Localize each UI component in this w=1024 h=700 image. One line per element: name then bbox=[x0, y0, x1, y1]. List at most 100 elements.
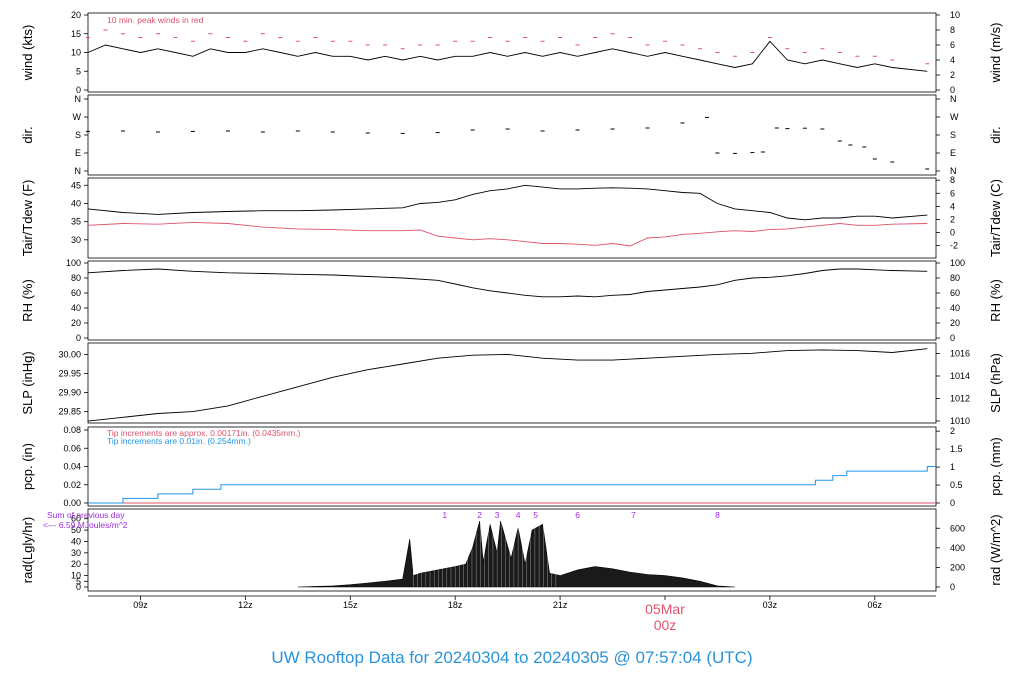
y-tick-label-right: 2 bbox=[950, 70, 955, 80]
radiation-area bbox=[297, 520, 735, 588]
y-tick-label-right: W bbox=[950, 112, 959, 122]
radiation-marker: 1 bbox=[442, 510, 447, 520]
y-tick-label-left: 29.85 bbox=[58, 407, 81, 417]
y-tick-label-left: 40 bbox=[71, 303, 81, 313]
y-tick-label-right: 2 bbox=[950, 426, 955, 436]
y-tick-label-left: 0 bbox=[76, 582, 81, 592]
radiation-marker: 6 bbox=[575, 510, 580, 520]
panel-frame bbox=[87, 94, 937, 176]
y-tick-label-left: 80 bbox=[71, 273, 81, 283]
y-tick-label-left: N bbox=[75, 166, 82, 176]
wind-series-line bbox=[87, 40, 928, 72]
y-axis-label-left: pcp. (in) bbox=[20, 443, 35, 490]
prev-day-annotation-1: Sum of previous day bbox=[47, 510, 125, 520]
y-tick-label-left: 40 bbox=[71, 536, 81, 546]
y-axis-label-left: SLP (inHg) bbox=[20, 351, 35, 414]
panel-frame bbox=[87, 12, 937, 93]
panel-frame bbox=[87, 342, 937, 424]
y-tick-label-left: 10 bbox=[71, 48, 81, 58]
y-tick-label-right: 6 bbox=[950, 40, 955, 50]
x-tick-label: 18z bbox=[448, 600, 463, 610]
y-axis-label-right: SLP (hPa) bbox=[988, 353, 1003, 413]
y-tick-label-right: N bbox=[950, 94, 957, 104]
prev-day-annotation-2: <--- 6.59 MJoules/m^2 bbox=[43, 520, 128, 530]
y-tick-label-right: 4 bbox=[950, 55, 955, 65]
y-tick-label-left: N bbox=[75, 94, 82, 104]
y-tick-label-right: 0.5 bbox=[950, 480, 963, 490]
y-tick-label-right: 80 bbox=[950, 273, 960, 283]
date-sub-label: 00z bbox=[654, 617, 677, 633]
y-axis-label-left: rad(Lgly/hr) bbox=[20, 517, 35, 583]
y-tick-label-right: 40 bbox=[950, 303, 960, 313]
peak-winds-annotation: 10 min. peak winds in red bbox=[107, 15, 204, 25]
y-tick-label-right: 10 bbox=[950, 10, 960, 20]
y-tick-label-right: 8 bbox=[950, 175, 955, 185]
y-tick-label-left: 5 bbox=[76, 66, 81, 76]
y-tick-label-left: 0.00 bbox=[63, 498, 81, 508]
y-tick-label-right: 1010 bbox=[950, 416, 970, 426]
y-axis-label-left: RH (%) bbox=[20, 279, 35, 322]
y-tick-label-right: E bbox=[950, 148, 956, 158]
y-axis-label-right: Tair/Tdew (C) bbox=[988, 179, 1003, 257]
y-tick-label-left: 20 bbox=[71, 318, 81, 328]
rh-line bbox=[87, 268, 928, 298]
y-tick-label-left: 30.00 bbox=[58, 349, 81, 359]
y-axis-label-right: rad (W/m^2) bbox=[988, 514, 1003, 585]
y-tick-label-right: 0 bbox=[950, 333, 955, 343]
y-axis-label-left: Tair/Tdew (F) bbox=[20, 180, 35, 257]
y-tick-label-left: 15 bbox=[71, 29, 81, 39]
dewpoint-line bbox=[87, 221, 928, 247]
y-tick-label-right: 1016 bbox=[950, 348, 970, 358]
tip-exact-annotation: Tip increments are 0.01in. (0.254mm.) bbox=[107, 436, 251, 446]
y-tick-label-left: E bbox=[75, 148, 81, 158]
panel-frame bbox=[87, 260, 937, 341]
panel-frame bbox=[87, 508, 937, 592]
y-tick-label-left: 20 bbox=[71, 10, 81, 20]
y-tick-label-left: 20 bbox=[71, 559, 81, 569]
y-tick-label-left: 30 bbox=[71, 548, 81, 558]
y-tick-label-right: 0 bbox=[950, 228, 955, 238]
y-tick-label-left: 60 bbox=[71, 288, 81, 298]
y-tick-label-left: 5 bbox=[76, 576, 81, 586]
y-tick-label-left: 29.95 bbox=[58, 368, 81, 378]
y-tick-label-left: 0.04 bbox=[63, 462, 81, 472]
panel-frame bbox=[87, 177, 937, 259]
y-tick-label-right: 6 bbox=[950, 188, 955, 198]
y-tick-label-right: 2 bbox=[950, 214, 955, 224]
radiation-marker: 5 bbox=[533, 510, 538, 520]
y-axis-label-left: dir. bbox=[20, 126, 35, 143]
y-tick-label-left: 0 bbox=[76, 85, 81, 95]
precip-exact-line bbox=[88, 466, 936, 504]
y-tick-label-left: 0.08 bbox=[63, 425, 81, 435]
x-tick-label: 06z bbox=[868, 600, 883, 610]
y-tick-label-left: 0.02 bbox=[63, 480, 81, 490]
y-tick-label-right: -2 bbox=[950, 241, 958, 251]
y-tick-label-right: S bbox=[950, 130, 956, 140]
x-tick-label: 12z bbox=[238, 600, 253, 610]
radiation-marker: 2 bbox=[477, 510, 482, 520]
y-tick-label-right: 100 bbox=[950, 258, 965, 268]
y-tick-label-right: 8 bbox=[950, 25, 955, 35]
y-tick-label-left: W bbox=[73, 112, 82, 122]
radiation-marker: 7 bbox=[631, 510, 636, 520]
chart-title: UW Rooftop Data for 20240304 to 20240305… bbox=[271, 648, 753, 667]
x-tick-label: 03z bbox=[763, 600, 778, 610]
y-axis-label-right: pcp. (mm) bbox=[988, 437, 1003, 496]
y-tick-label-right: 200 bbox=[950, 562, 965, 572]
y-axis-label-left: wind (kts) bbox=[20, 25, 35, 82]
y-tick-label-right: N bbox=[950, 166, 957, 176]
y-tick-label-right: 400 bbox=[950, 543, 965, 553]
slp-line bbox=[87, 348, 928, 422]
y-tick-label-left: 10 bbox=[71, 571, 81, 581]
y-tick-label-left: 29.90 bbox=[58, 388, 81, 398]
y-tick-label-left: 40 bbox=[71, 198, 81, 208]
y-axis-label-right: RH (%) bbox=[988, 279, 1003, 322]
y-tick-label-left: 60 bbox=[71, 514, 81, 524]
y-tick-label-left: 35 bbox=[71, 217, 81, 227]
y-tick-label-left: 0 bbox=[76, 333, 81, 343]
air-temperature-line bbox=[87, 184, 928, 221]
x-tick-label: 15z bbox=[343, 600, 358, 610]
radiation-marker: 3 bbox=[495, 510, 500, 520]
y-tick-label-right: 1014 bbox=[950, 371, 970, 381]
